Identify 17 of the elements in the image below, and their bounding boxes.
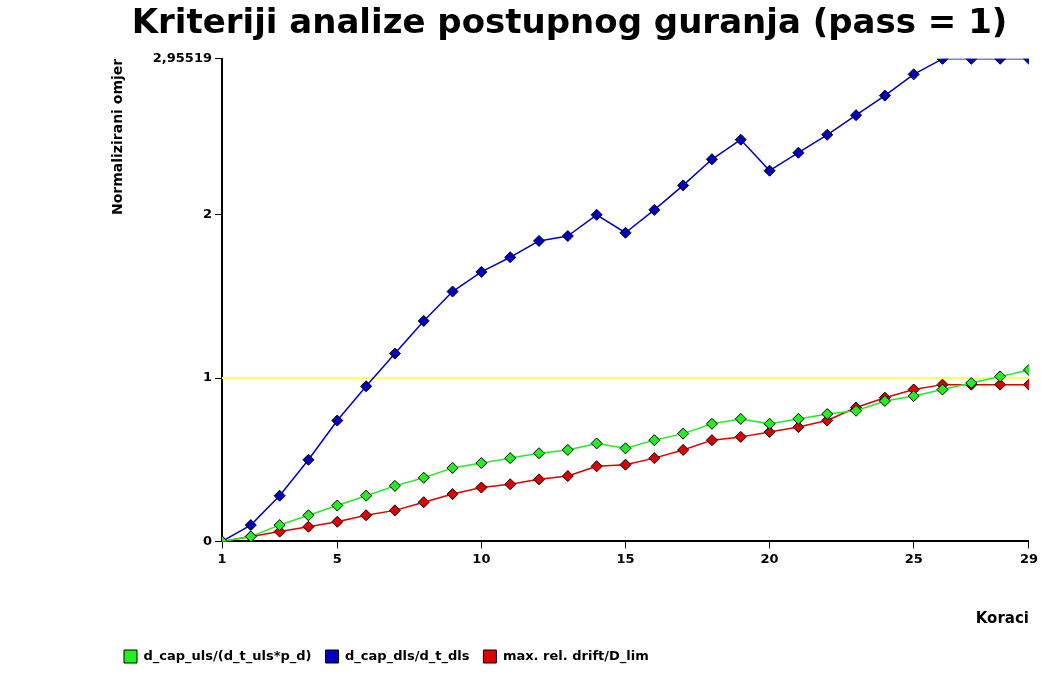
y-axis-title: Normalizirani omjer: [109, 58, 126, 216]
x-tick-label: 15: [616, 550, 635, 566]
x-axis-title: Koraci: [975, 608, 1029, 627]
legend-label: d_cap_dls/d_t_dls: [345, 647, 470, 664]
x-tick-label: 10: [472, 550, 491, 566]
x-tick-label: 5: [332, 550, 342, 566]
x-tick-label: 29: [1019, 550, 1038, 566]
x-tick-label: 1: [217, 550, 227, 566]
legend-label: max. rel. drift/D_lim: [502, 647, 649, 664]
chart-title: Kriteriji analize postupnog guranja (pass = 1): [131, 1, 1008, 42]
y-tick-label: 0: [202, 532, 212, 548]
y-tick-label: 2: [202, 206, 212, 222]
x-tick-label: 20: [760, 550, 779, 566]
y-tick-label: 1: [202, 369, 212, 385]
x-tick-label: 25: [904, 550, 923, 566]
y-tick-label: 2,95519: [152, 50, 212, 66]
legend-label: d_cap_uls/(d_t_uls*p_d): [143, 647, 312, 664]
